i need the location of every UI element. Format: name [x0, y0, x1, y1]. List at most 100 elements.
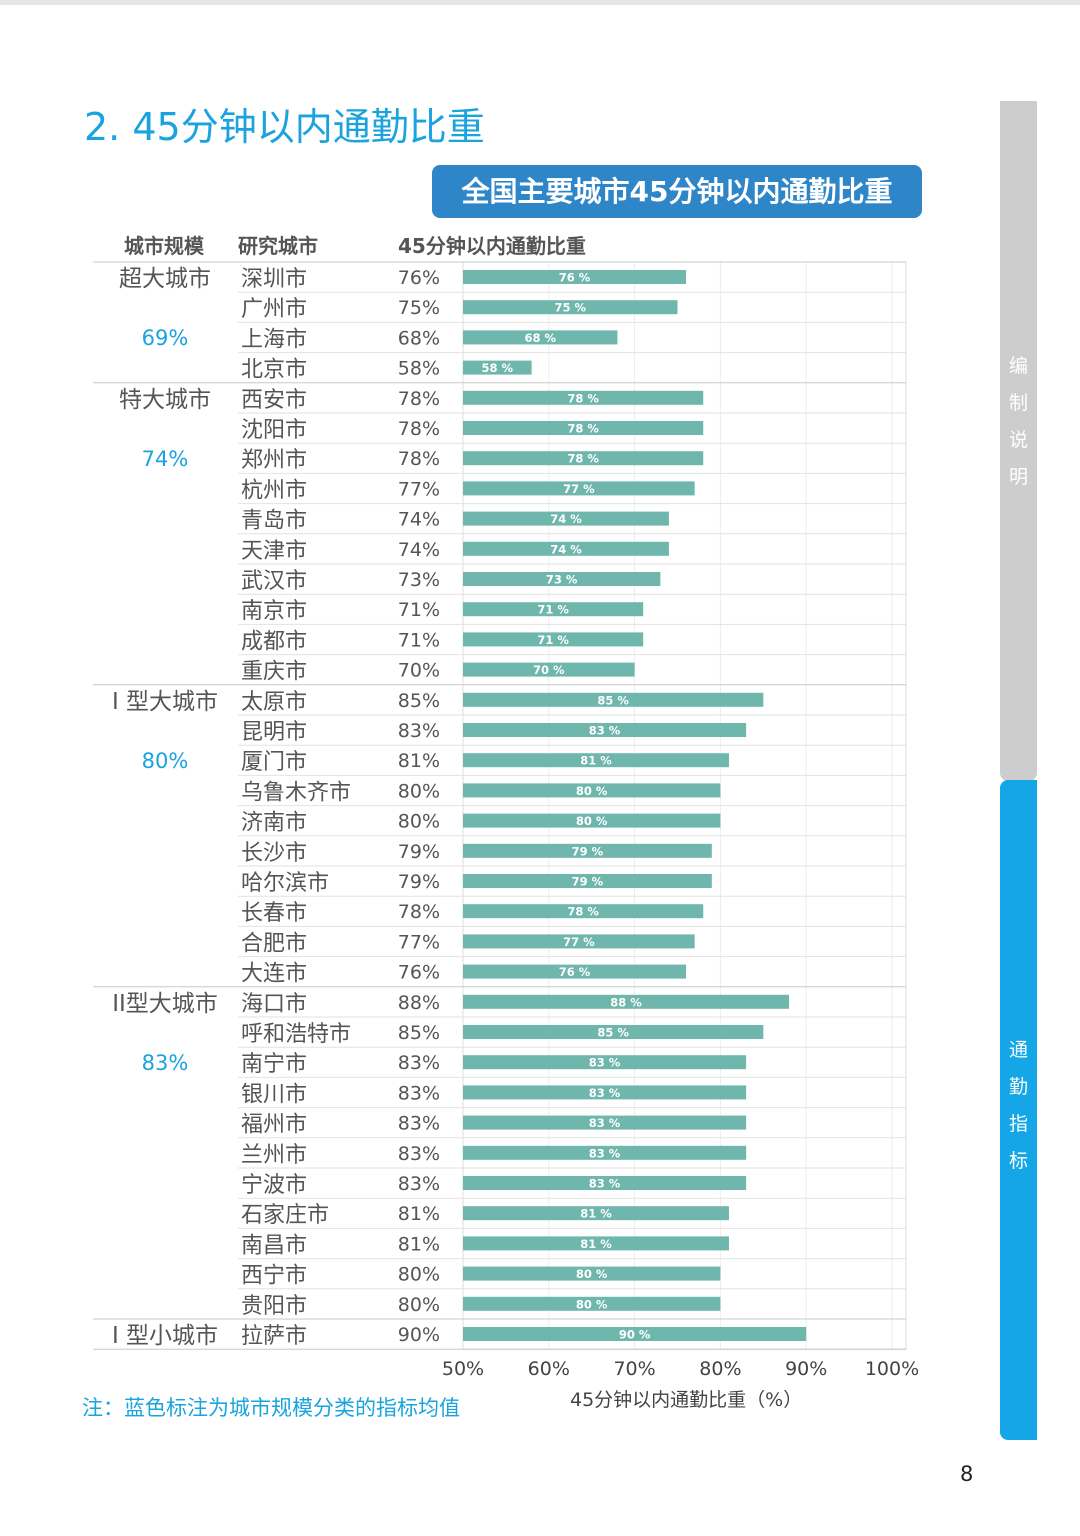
bar: [463, 692, 764, 707]
city-label: 郑州市: [241, 448, 307, 473]
group-average: 80%: [142, 749, 189, 773]
city-label: 南京市: [241, 599, 307, 624]
bar: [463, 662, 635, 677]
value-label: 74%: [398, 509, 440, 531]
bar-data-label: 79 %: [572, 844, 604, 858]
x-tick-label: 90%: [785, 1358, 827, 1380]
bar: [463, 1327, 807, 1341]
bar: [463, 843, 712, 858]
value-label: 80%: [398, 1264, 440, 1286]
x-tick-label: 80%: [699, 1358, 741, 1380]
column-header-share: 45分钟以内通勤比重: [398, 234, 586, 258]
value-label: 85%: [398, 690, 440, 712]
bar: [463, 1266, 721, 1281]
city-label: 乌鲁木齐市: [241, 780, 351, 805]
city-label: 重庆市: [241, 660, 307, 685]
chart-title-badge: 全国主要城市45分钟以内通勤比重: [432, 165, 922, 218]
group-label: II型大城市: [112, 991, 218, 1017]
side-tab-commute-indicators[interactable]: [1000, 780, 1037, 1440]
bar-data-label: 78 %: [567, 905, 599, 919]
value-label: 76%: [398, 267, 440, 289]
bar-data-label: 76 %: [559, 965, 591, 979]
bar: [463, 300, 678, 315]
city-label: 北京市: [241, 358, 307, 383]
bar-data-label: 83 %: [589, 724, 621, 738]
side-tab-compilation[interactable]: [1000, 101, 1037, 781]
value-label: 79%: [398, 841, 440, 863]
city-label: 广州市: [241, 297, 307, 322]
page-number: 8: [960, 1462, 974, 1486]
value-label: 88%: [398, 992, 440, 1014]
city-label: 南昌市: [241, 1233, 307, 1258]
bar-data-label: 75 %: [554, 301, 586, 315]
value-label: 74%: [398, 539, 440, 561]
value-label: 77%: [398, 931, 440, 953]
city-label: 昆明市: [241, 720, 307, 745]
bar-data-label: 77 %: [563, 482, 595, 496]
bar: [463, 572, 661, 586]
bar-data-label: 79 %: [572, 875, 604, 889]
value-label: 83%: [398, 1173, 440, 1195]
commute-share-bar-chart: 50% 60% 70% 80% 90% 100% 超大城市 69% 特大城市 74% I 型大城市 8…: [93, 261, 919, 1380]
column-header-scale: 城市规模: [124, 234, 204, 258]
bar: [463, 270, 687, 284]
bar: [463, 390, 704, 405]
bar-data-label: 85 %: [597, 693, 629, 707]
x-tick-label: 60%: [528, 1358, 570, 1380]
city-label: 长沙市: [241, 841, 307, 866]
city-label: 杭州市: [241, 478, 307, 503]
value-label: 81%: [398, 750, 440, 772]
city-label: 长春市: [241, 901, 307, 926]
city-label: 南宁市: [241, 1052, 307, 1077]
value-label: 90%: [398, 1324, 440, 1346]
footnote: 注：蓝色标注为城市规模分类的指标均值: [82, 1396, 460, 1420]
bar: [463, 511, 669, 526]
bar-data-label: 80 %: [576, 1267, 608, 1281]
value-label: 68%: [398, 327, 440, 349]
value-label: 78%: [398, 901, 440, 923]
value-label: 83%: [398, 720, 440, 742]
bar: [463, 421, 704, 435]
bar: [463, 1145, 747, 1160]
side-tab-commute-label: 通勤指标: [1008, 1039, 1028, 1172]
bar: [463, 994, 790, 1009]
value-label: 70%: [398, 660, 440, 682]
bar-data-label: 70 %: [533, 663, 565, 677]
bar: [463, 874, 712, 888]
value-label: 83%: [398, 1113, 440, 1135]
bar-data-label: 71 %: [537, 603, 569, 617]
bar: [463, 783, 721, 798]
city-label: 青岛市: [241, 509, 307, 534]
value-label: 71%: [398, 629, 440, 651]
bar: [463, 1236, 729, 1251]
bar-data-label: 83 %: [589, 1146, 621, 1160]
value-label: 78%: [398, 418, 440, 440]
value-label: 73%: [398, 569, 440, 591]
bar: [463, 330, 618, 345]
value-label: 80%: [398, 811, 440, 833]
city-label: 济南市: [241, 811, 307, 836]
group-average: 83%: [142, 1051, 189, 1075]
top-divider: [0, 0, 1080, 5]
bar-data-label: 74 %: [550, 542, 582, 556]
value-label: 75%: [398, 297, 440, 319]
city-label: 西宁市: [241, 1264, 307, 1289]
bar-data-label: 83 %: [589, 1116, 621, 1130]
bar: [463, 632, 644, 647]
city-label: 宁波市: [241, 1173, 307, 1198]
bar-data-label: 78 %: [567, 452, 599, 466]
city-label: 福州市: [241, 1113, 307, 1138]
city-label: 武汉市: [241, 569, 307, 594]
city-label: 合肥市: [241, 931, 307, 956]
bar: [463, 964, 687, 979]
city-label: 银川市: [241, 1082, 307, 1107]
bar-data-label: 83 %: [589, 1086, 621, 1100]
bar-data-label: 81 %: [580, 1237, 612, 1251]
city-label: 深圳市: [241, 267, 307, 292]
x-tick-label: 70%: [613, 1358, 655, 1380]
bar-data-label: 81 %: [580, 1207, 612, 1221]
city-label: 太原市: [241, 690, 307, 715]
group-label: I 型小城市: [112, 1323, 218, 1349]
value-label: 58%: [398, 358, 440, 380]
city-label: 西安市: [241, 388, 307, 413]
